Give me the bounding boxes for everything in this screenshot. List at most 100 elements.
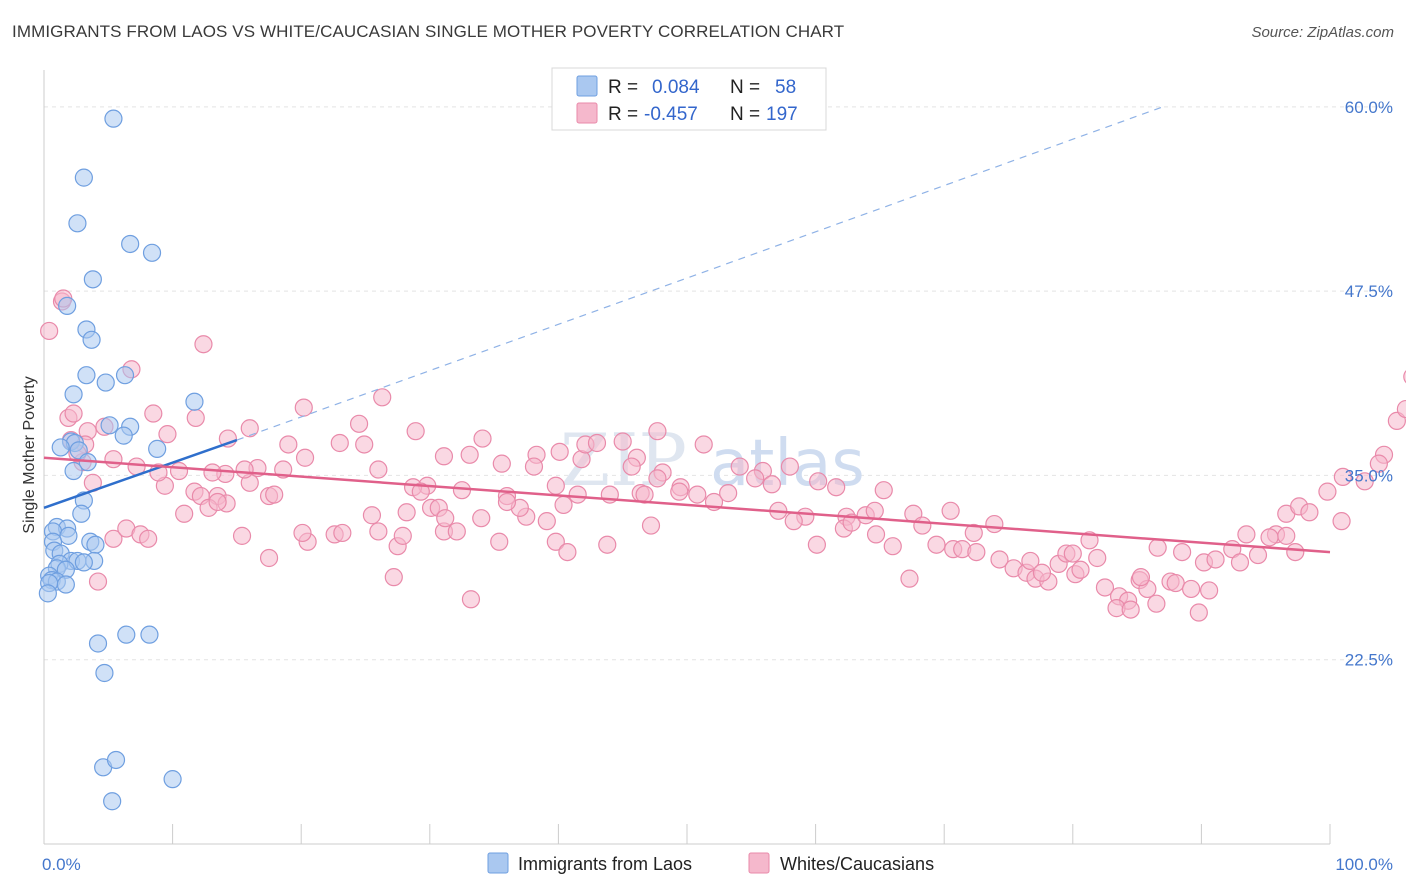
whites-point-113 — [719, 484, 738, 503]
whites-point-122 — [827, 478, 846, 497]
whites-point-12 — [240, 419, 259, 438]
whites-point-6 — [64, 404, 83, 423]
whites-point-187 — [1131, 568, 1151, 587]
whites-point-193 — [1071, 560, 1090, 579]
whites-point-48 — [598, 535, 617, 554]
laos-point-29 — [59, 526, 78, 545]
bottom-legend-label-laos: Immigrants from Laos — [518, 854, 692, 874]
whites-point-98 — [104, 529, 123, 548]
whites-point-86 — [175, 504, 194, 523]
whites-point-128 — [874, 481, 893, 500]
trend-line-laos-extension — [236, 106, 1164, 441]
laos-point-9 — [115, 366, 135, 385]
whites-point-103 — [232, 526, 252, 545]
whites-point-50 — [537, 512, 556, 531]
whites-point-19 — [294, 398, 313, 417]
laos-point-54 — [163, 770, 182, 789]
legend-swatch-whites — [576, 102, 598, 124]
legend-n-value-whites: 197 — [766, 104, 798, 125]
whites-point-185 — [941, 501, 960, 520]
whites-point-155 — [1166, 573, 1185, 593]
series-laos-points — [38, 109, 204, 811]
whites-point-188 — [1200, 581, 1219, 600]
whites-point-51 — [546, 532, 565, 551]
laos-point-55 — [103, 792, 122, 811]
laos-point-16 — [114, 426, 133, 445]
laos-point-32 — [86, 535, 105, 554]
laos-point-53 — [106, 750, 126, 770]
whites-point-184 — [807, 535, 826, 554]
whites-point-195 — [1121, 600, 1140, 619]
whites-point-63 — [397, 503, 416, 522]
whites-point-61 — [384, 568, 403, 587]
laos-point-10 — [77, 366, 96, 385]
whites-point-49 — [568, 485, 587, 504]
whites-point-55 — [472, 509, 491, 528]
whites-point-52 — [558, 542, 577, 562]
whites-point-24 — [460, 445, 479, 464]
whites-point-54 — [497, 492, 517, 512]
whites-point-101 — [88, 572, 108, 591]
whites-point-72 — [362, 506, 382, 525]
whites-point-32 — [546, 476, 565, 495]
laos-point-8 — [82, 330, 101, 349]
whites-point-189 — [1148, 538, 1167, 557]
whites-point-109 — [208, 492, 227, 512]
whites-point-60 — [393, 526, 412, 545]
laos-point-20 — [148, 439, 167, 458]
laos-point-2 — [68, 214, 87, 233]
legend-r-value-laos: 0.084 — [652, 77, 700, 98]
whites-point-14 — [295, 448, 315, 467]
whites-point-21 — [406, 422, 425, 441]
y-tick-label-3: 60.0% — [1345, 98, 1393, 117]
source-credit: Source: ZipAtlas.com — [1251, 24, 1394, 41]
whites-point-27 — [550, 442, 569, 461]
laos-point-51 — [95, 663, 114, 683]
laos-point-14 — [100, 416, 119, 435]
whites-point-190 — [1173, 542, 1192, 562]
y-tick-label-0: 22.5% — [1345, 651, 1393, 670]
legend-n-label-whites: N = — [730, 104, 760, 125]
stats-legend-box — [551, 67, 827, 131]
whites-point-46 — [670, 482, 689, 501]
whites-point-88 — [169, 461, 189, 481]
whites-point-80 — [265, 485, 284, 504]
whites-point-161 — [1248, 545, 1268, 565]
laos-point-38 — [74, 553, 93, 572]
laos-point-23 — [64, 461, 83, 481]
whites-point-178 — [1403, 370, 1406, 384]
y-tick-labels: 22.5% 35.0% 47.5% 60.0% — [1345, 98, 1393, 670]
whites-point-183 — [784, 512, 803, 531]
whites-point-35 — [587, 433, 607, 453]
whites-point-127 — [865, 501, 884, 520]
whites-point-116 — [762, 475, 781, 494]
whites-point-81 — [235, 460, 254, 479]
laos-point-0 — [104, 109, 123, 128]
legend-n-label-laos: N = — [730, 77, 760, 98]
whites-point-174 — [1369, 454, 1388, 473]
y-tick-label-2: 47.5% — [1345, 282, 1393, 301]
whites-point-135 — [985, 514, 1004, 534]
whites-point-74 — [333, 523, 352, 543]
whites-point-83 — [203, 463, 222, 482]
laos-point-19 — [51, 438, 70, 457]
whites-point-117 — [746, 469, 765, 488]
whites-point-76 — [293, 523, 312, 543]
legend-r-value-whites: -0.457 — [644, 104, 698, 125]
grid-lines — [44, 106, 1394, 661]
y-tick-label-1: 35.0% — [1345, 466, 1393, 485]
whites-point-147 — [1088, 548, 1107, 568]
laos-point-6 — [58, 296, 77, 315]
whites-point-121 — [809, 472, 828, 491]
whites-point-62 — [411, 482, 430, 501]
whites-point-22 — [434, 447, 454, 466]
whites-point-9 — [186, 408, 205, 428]
whites-point-104 — [259, 548, 279, 568]
trend-lines — [43, 106, 1331, 554]
x-tick-label-max: 100.0% — [1335, 855, 1393, 874]
whites-point-13 — [279, 435, 298, 454]
whites-point-71 — [369, 522, 388, 541]
whites-point-180 — [900, 569, 919, 588]
whites-point-158 — [1206, 550, 1225, 569]
